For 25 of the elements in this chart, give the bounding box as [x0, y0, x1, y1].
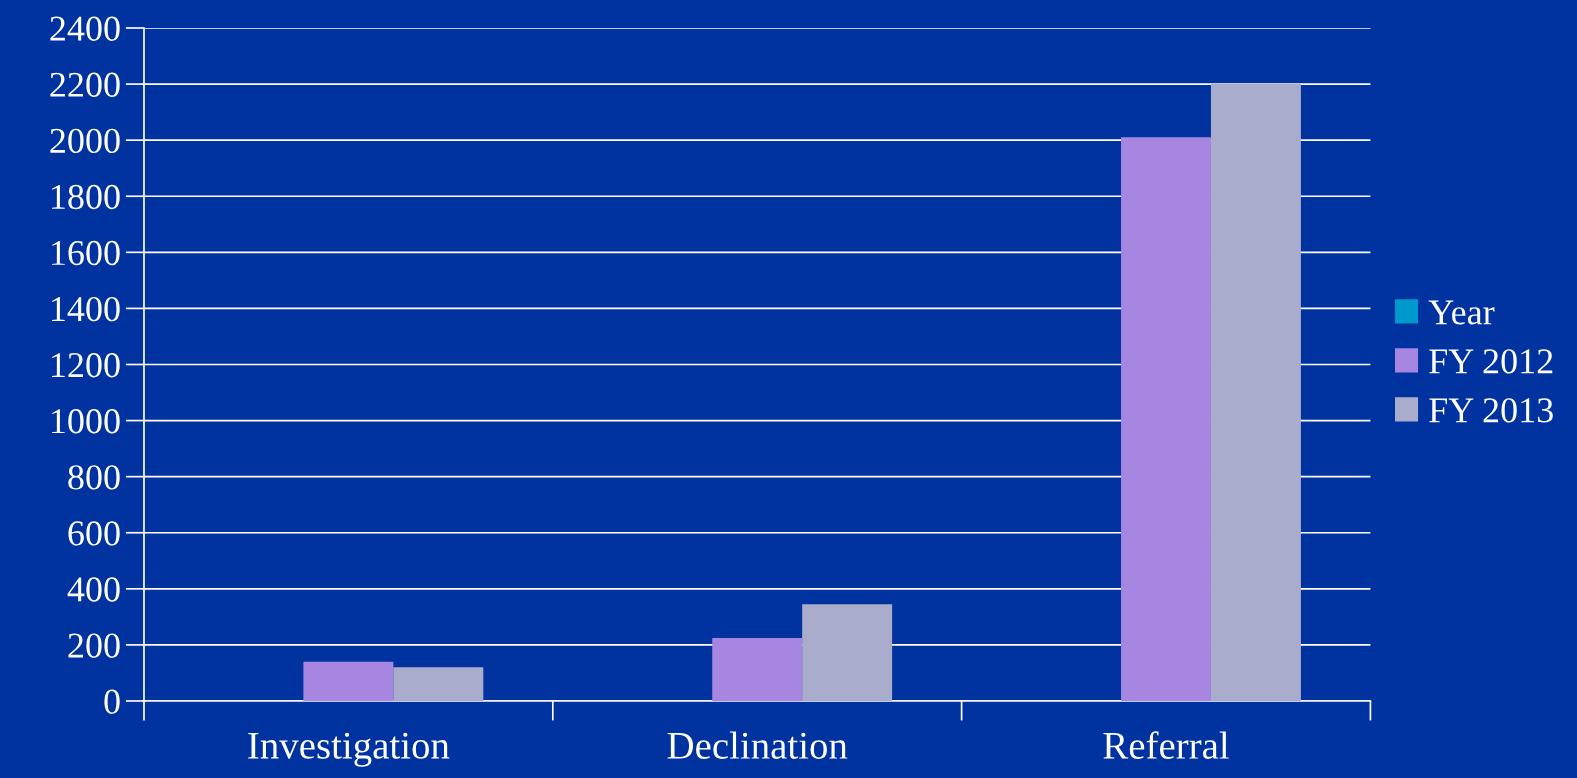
y-tick-label: 1200	[52, 353, 120, 378]
y-tick-label: 600	[68, 521, 120, 546]
legend-label: FY 2013	[1429, 398, 1553, 423]
y-tick-label: 2200	[50, 72, 120, 97]
bar	[712, 637, 803, 701]
bar	[802, 604, 893, 701]
y-tick-label: 2400	[50, 16, 120, 41]
y-tick-label: 2000	[50, 128, 120, 154]
y-tick-label: 0	[104, 689, 120, 714]
y-tick-label: 1000	[52, 409, 120, 434]
y-tick-label: 800	[68, 465, 120, 490]
bar	[393, 667, 484, 701]
legend-label: Year	[1428, 300, 1495, 325]
x-tick-label: Investigation	[248, 732, 450, 767]
bar	[1121, 137, 1211, 701]
y-tick-label: 400	[67, 577, 120, 602]
x-tick-label: Declination	[667, 731, 848, 759]
legend-label: FY 2012	[1429, 349, 1553, 374]
y-tick-label: 200	[68, 633, 120, 658]
x-tick-label: Referral	[1103, 731, 1229, 759]
y-tick-label: 1800	[52, 184, 120, 210]
y-tick-label: 1400	[52, 296, 120, 322]
bar	[1210, 84, 1301, 701]
y-tick-label: 1600	[52, 240, 120, 266]
bar	[303, 661, 394, 701]
